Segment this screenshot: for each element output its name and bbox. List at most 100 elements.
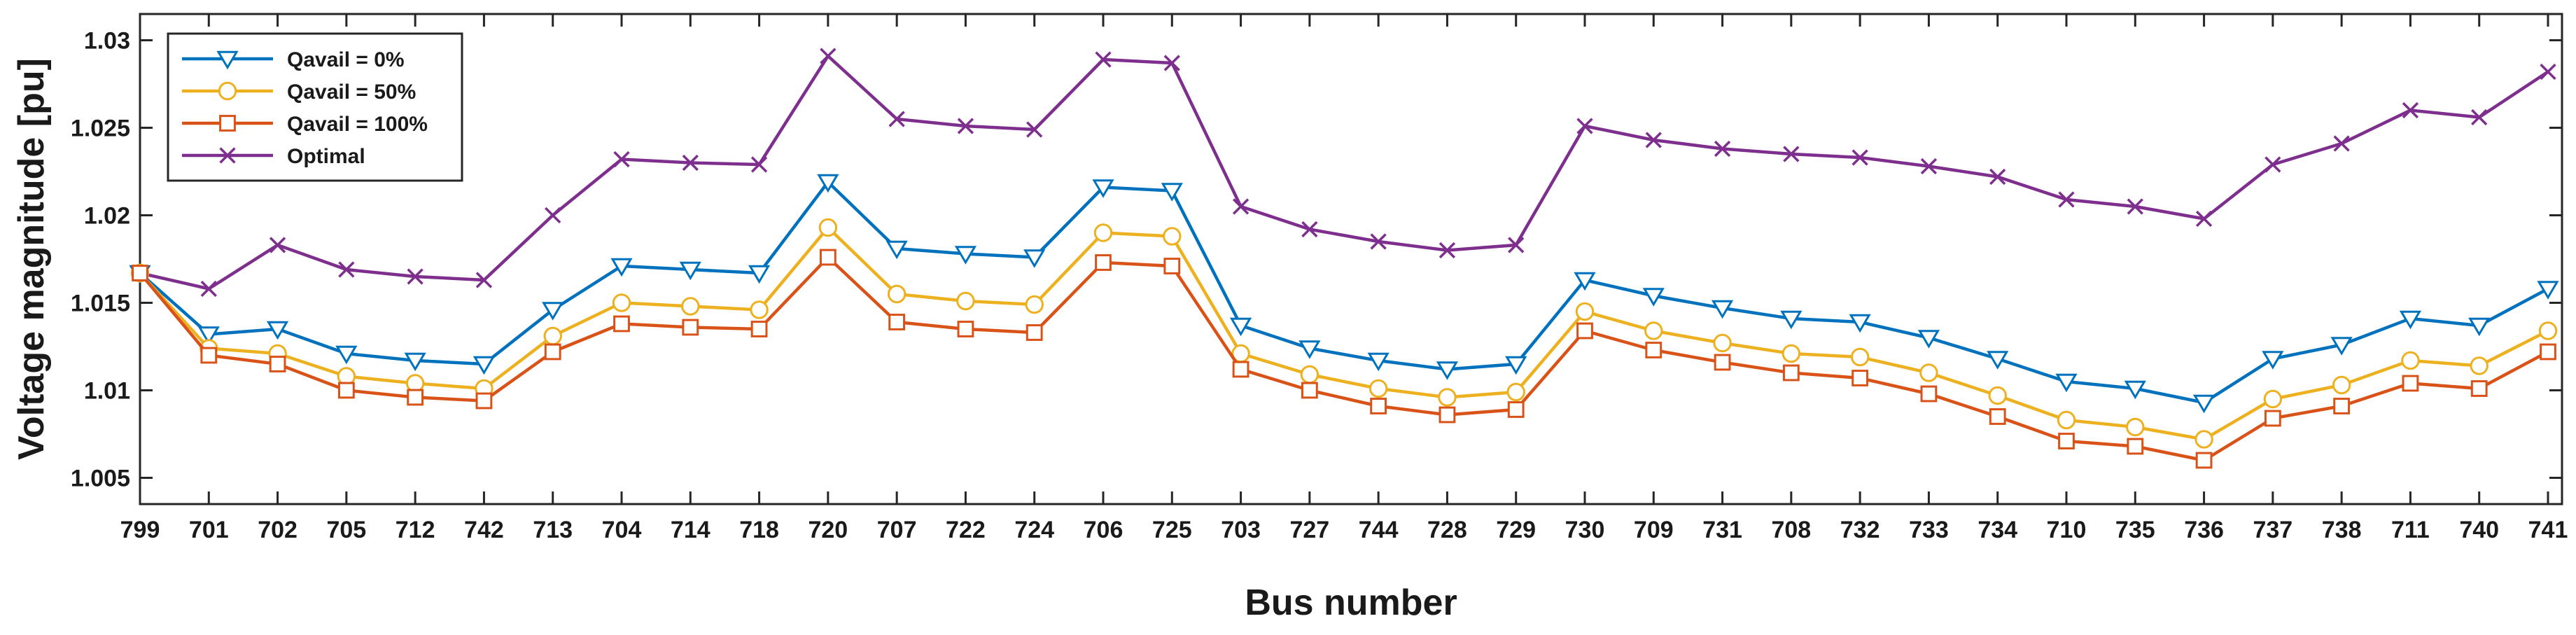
- x-tick-label: 736: [2184, 517, 2224, 543]
- data-point: [1714, 140, 1731, 158]
- data-point: [2468, 317, 2491, 337]
- data-point: [200, 347, 218, 364]
- data-point: [681, 297, 700, 316]
- x-tick-label: 707: [877, 517, 917, 543]
- x-tick-label: 744: [1359, 517, 1399, 543]
- data-point: [956, 291, 975, 311]
- data-point: [2127, 198, 2143, 215]
- data-point: [216, 50, 239, 70]
- series-line: [139, 54, 2549, 291]
- data-point: [1163, 227, 1182, 246]
- x-tick-label: 727: [1289, 517, 1329, 543]
- data-point: [269, 237, 286, 253]
- x-tick-label: 713: [533, 517, 573, 543]
- data-point: [1092, 179, 1114, 198]
- data-point: [750, 321, 768, 337]
- data-point: [2401, 351, 2420, 370]
- data-point: [266, 321, 289, 340]
- x-tick-label: 705: [326, 517, 366, 543]
- series-2: [132, 249, 2556, 469]
- data-point: [2195, 210, 2213, 228]
- data-point: [748, 265, 771, 284]
- legend-label: Qavail = 0%: [287, 48, 405, 71]
- data-point: [132, 265, 148, 281]
- x-tick-label: 701: [189, 517, 229, 543]
- data-point: [1575, 302, 1595, 321]
- data-point: [2263, 389, 2283, 409]
- x-tick-label: 733: [1909, 517, 1949, 543]
- data-point: [1988, 386, 2007, 405]
- data-point: [1851, 370, 1869, 386]
- data-point: [819, 249, 836, 266]
- legend-item: Qavail = 50%: [182, 81, 416, 104]
- data-point: [1095, 51, 1112, 68]
- data-point: [2470, 380, 2488, 397]
- data-point: [1026, 121, 1043, 138]
- data-point: [1989, 408, 2006, 425]
- x-tick-label: 742: [464, 517, 504, 543]
- y-tick-label: 1.03: [84, 28, 130, 55]
- data-point: [2264, 410, 2281, 427]
- data-point: [1645, 132, 1662, 148]
- data-point: [613, 151, 630, 168]
- data-point: [2402, 375, 2419, 392]
- data-point: [2195, 452, 2213, 469]
- data-point: [1438, 406, 1456, 424]
- data-point: [1232, 198, 1250, 215]
- series-3: [132, 48, 2556, 298]
- x-tick-label: 731: [1702, 517, 1742, 543]
- data-point: [219, 147, 236, 164]
- data-point: [407, 268, 424, 285]
- series-line: [139, 256, 2549, 462]
- legend: Qavail = 0% Qavail = 50% Qavail = 100% Opti…: [167, 32, 463, 182]
- data-point: [2540, 63, 2556, 81]
- data-point: [1301, 221, 1318, 238]
- data-point: [2540, 343, 2556, 361]
- data-point: [888, 111, 905, 127]
- x-axis-label: Bus number: [1245, 582, 1457, 623]
- data-point: [475, 272, 493, 288]
- data-point: [1711, 300, 1734, 319]
- x-tick-label: 730: [1565, 517, 1605, 543]
- data-point: [1232, 361, 1250, 378]
- y-axis-label: Voltage magnitude [pu]: [11, 58, 52, 460]
- data-point: [2058, 191, 2075, 208]
- data-point: [1989, 168, 2006, 186]
- x-tick-label: 735: [2115, 517, 2155, 543]
- x-tick-label: 702: [258, 517, 298, 543]
- y-tick-label: 1.015: [71, 291, 130, 317]
- x-tick-label: 722: [946, 517, 986, 543]
- x-tick-label: 737: [2253, 517, 2292, 543]
- data-point: [957, 118, 974, 134]
- series-layer: [129, 48, 2559, 469]
- data-point: [1920, 158, 1938, 175]
- data-point: [2264, 156, 2281, 173]
- legend-item: Qavail = 0%: [182, 48, 405, 71]
- data-point: [682, 319, 699, 336]
- legend-item: Qavail = 100%: [182, 113, 428, 136]
- y-tick-label: 1.005: [71, 466, 130, 492]
- x-tick-label: 718: [739, 517, 779, 543]
- x-tick-label: 714: [671, 517, 710, 543]
- data-point: [2330, 337, 2353, 356]
- x-axis: 799 701 702 705 712 742 713 704 714 718 720 707 722 7…: [120, 14, 2568, 543]
- data-point: [2538, 321, 2558, 340]
- data-point: [1783, 146, 1800, 162]
- data-point: [2402, 102, 2419, 119]
- data-point: [1642, 288, 1665, 307]
- data-point: [545, 207, 561, 224]
- data-point: [2262, 351, 2284, 370]
- data-point: [1368, 379, 1388, 398]
- legend-label: Optimal: [287, 145, 365, 168]
- data-point: [2192, 394, 2216, 414]
- data-point: [1023, 249, 1046, 268]
- data-point: [2127, 438, 2144, 455]
- data-point: [1093, 223, 1113, 242]
- data-point: [679, 261, 701, 281]
- data-point: [682, 154, 699, 172]
- data-point: [2333, 398, 2351, 414]
- data-point: [1850, 347, 1870, 367]
- data-point: [1507, 401, 1525, 418]
- data-point: [219, 115, 236, 132]
